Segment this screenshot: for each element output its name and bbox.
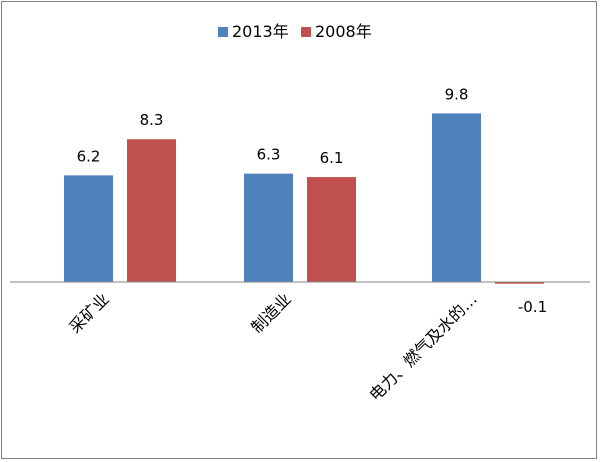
- category-label-0: 采矿业: [65, 289, 112, 336]
- bar-series0-cat1: [244, 173, 293, 282]
- category-labels: 采矿业 制造业 电力、燃气及水的…: [65, 289, 480, 404]
- data-label-series0-cat0: 6.2: [77, 147, 101, 165]
- bar-series0-cat0: [64, 175, 113, 282]
- legend-swatch-1: [301, 27, 311, 37]
- legend-label-1: 2008年: [315, 22, 372, 41]
- bars: [64, 113, 544, 284]
- bar-series0-cat2: [432, 113, 481, 282]
- data-label-series0-cat1: 6.3: [257, 146, 281, 164]
- bar-series1-cat2: [495, 282, 544, 284]
- data-label-series1-cat0: 8.3: [140, 111, 164, 129]
- data-label-series1-cat2: -0.1: [518, 298, 547, 316]
- bar-series1-cat1: [307, 177, 356, 282]
- data-label-series1-cat1: 6.1: [320, 149, 344, 167]
- category-label-2: 电力、燃气及水的…: [366, 289, 481, 404]
- legend-swatch-0: [218, 27, 228, 37]
- bar-series1-cat0: [127, 139, 176, 282]
- data-label-series0-cat2: 9.8: [445, 85, 469, 103]
- legend-label-0: 2013年: [232, 22, 289, 41]
- data-labels: 6.2 8.3 6.3 6.1 9.8 -0.1: [77, 85, 548, 316]
- category-label-1: 制造业: [247, 289, 294, 336]
- legend: 2013年 2008年: [218, 22, 372, 41]
